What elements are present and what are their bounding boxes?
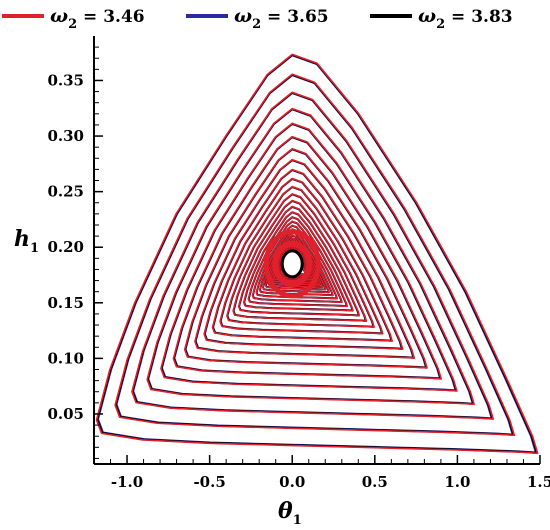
- orbit-loop: [114, 73, 516, 437]
- axes: -1.0 -0.5 0.0 0.5 1.0 1.5 0.05 0.10 0.15 0.20 0.25…: [47, 36, 550, 491]
- orbit-loop: [183, 148, 428, 369]
- equilibrium-point: [280, 249, 304, 279]
- y-tick-label: 0.25: [47, 183, 84, 201]
- orbit-loop: [131, 91, 495, 420]
- orbit-loop: [237, 205, 361, 317]
- y-tick-label: 0.05: [47, 405, 84, 423]
- x-tick-label: 1.0: [444, 473, 470, 491]
- x-tick-label: 0.0: [279, 473, 305, 491]
- orbit-curves: [95, 53, 539, 455]
- orbit-loop: [95, 53, 539, 455]
- orbit-loop: [194, 158, 416, 359]
- x-tick-label: 1.5: [527, 473, 550, 491]
- y-tick-label: 0.30: [47, 127, 84, 145]
- orbit-loop: [211, 177, 393, 342]
- x-tick-label: -1.0: [111, 473, 143, 491]
- x-tick-label: -0.5: [193, 473, 225, 491]
- legend-entry: ω2 = 3.46: [50, 5, 145, 32]
- y-tick-label: 0.20: [47, 238, 84, 256]
- orbit-loop: [203, 168, 404, 350]
- y-tick-label: 0.35: [47, 71, 84, 89]
- orbit-loop: [243, 211, 354, 312]
- orbit-loop: [226, 193, 375, 328]
- x-tick-label: 0.5: [362, 473, 388, 491]
- x-axis-label: θ1: [278, 498, 302, 528]
- orbit-loop: [172, 135, 443, 380]
- orbit-core: [272, 240, 313, 287]
- orbit-loop: [232, 199, 368, 322]
- orbit-loop: [146, 107, 475, 406]
- legend: ω2 = 3.46 ω2 = 3.65 ω2 = 3.83: [2, 5, 513, 32]
- orbit-loop: [160, 122, 458, 392]
- orbit-loop: [251, 220, 343, 304]
- y-axis-label: h1: [14, 226, 39, 256]
- orbit-core: [263, 229, 321, 299]
- orbit-loop: [219, 185, 384, 335]
- y-tick-label: 0.15: [47, 294, 84, 312]
- y-tick-label: 0.10: [47, 349, 84, 367]
- legend-entry: ω2 = 3.83: [418, 5, 513, 32]
- legend-entry: ω2 = 3.65: [234, 5, 329, 32]
